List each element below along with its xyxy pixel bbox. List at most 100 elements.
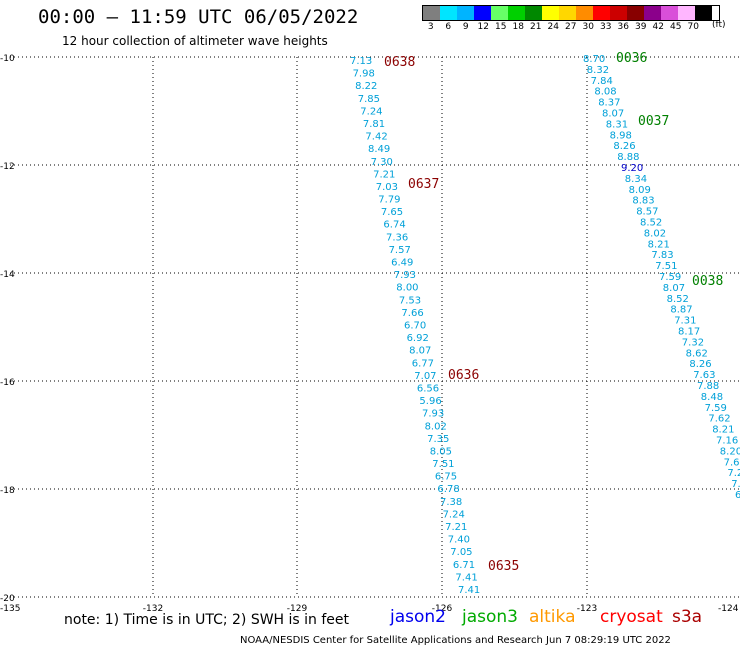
track1-wave-value: 7.85 — [358, 94, 380, 105]
track2-wave-value: 8.07 — [602, 109, 624, 120]
legend-label: 36 — [617, 22, 629, 32]
y-tick-label: -16 — [0, 378, 15, 388]
track1-wave-value: 6.77 — [412, 358, 434, 369]
legend-label: 70 — [687, 22, 699, 32]
track2-wave-value: 8.26 — [613, 141, 635, 152]
track2-time-label: 0038 — [692, 274, 723, 289]
track2-wave-value: 7.84 — [591, 76, 613, 87]
track1-wave-value: 7.21 — [373, 169, 395, 180]
legend-label: 6 — [445, 22, 452, 32]
y-tick-label: -14 — [0, 270, 15, 280]
track2-wave-value: 8.52 — [667, 294, 689, 305]
track1-time-label: 0636 — [448, 368, 479, 383]
page-title: 00:00 – 11:59 UTC 06/05/2022 — [38, 6, 359, 28]
x-tick-label: -124 — [718, 604, 739, 614]
track2-wave-value: 6 — [735, 490, 740, 501]
legend-swatch — [440, 6, 457, 20]
track1-wave-value: 7.21 — [445, 522, 467, 533]
track1-wave-value: 7.36 — [386, 232, 408, 243]
track1-time-label: 0635 — [488, 559, 519, 574]
track2-wave-value: 7.51 — [655, 261, 677, 272]
legend-label: 45 — [670, 22, 682, 32]
track2-wave-value: 8.31 — [606, 119, 628, 130]
x-tick-label: -132 — [143, 604, 163, 614]
track1-wave-value: 7.03 — [376, 182, 398, 193]
track2-wave-value: 7.0 — [731, 479, 740, 490]
satellite-name: s3a — [672, 607, 703, 627]
y-tick-label: -20 — [0, 594, 15, 604]
legend-label: 9 — [462, 22, 469, 32]
credit-footer: NOAA/NESDIS Center for Satellite Applica… — [240, 635, 671, 646]
track1-time-label: 0638 — [384, 55, 415, 70]
satellite-name: cryosat — [600, 607, 663, 627]
track1-wave-value: 6.75 — [435, 472, 457, 483]
track2-wave-value: 8.21 — [648, 239, 670, 250]
legend-swatch — [610, 6, 627, 20]
track1-wave-value: 7.93 — [394, 270, 416, 281]
legend-label: 24 — [547, 22, 559, 32]
track2-wave-value: 7.31 — [674, 316, 696, 327]
track2-wave-value: 8.26 — [689, 359, 711, 370]
track1-wave-value: 7.13 — [350, 56, 372, 67]
legend-swatch — [491, 6, 508, 20]
track1-wave-value: 7.51 — [432, 459, 454, 470]
legend-swatch — [593, 6, 610, 20]
track1-wave-value: 7.24 — [360, 106, 382, 117]
track1-wave-value: 7.66 — [401, 308, 423, 319]
track1-wave-value: 7.42 — [365, 132, 387, 143]
track2-wave-value: 8.48 — [701, 392, 723, 403]
track2-wave-value: 8.09 — [629, 185, 651, 196]
track2-wave-value: 8.62 — [686, 348, 708, 359]
legend-swatch — [661, 6, 678, 20]
track2-wave-value: 8.57 — [636, 207, 658, 218]
track1-wave-value: 7.41 — [455, 572, 477, 583]
x-tick-label: -135 — [0, 604, 20, 614]
track1-wave-value: 7.53 — [399, 295, 421, 306]
legend-swatch — [576, 6, 593, 20]
track2-wave-value: 8.32 — [587, 65, 609, 76]
track2-wave-value: 7.62 — [708, 414, 730, 425]
footnote: note: 1) Time is in UTC; 2) SWH is in fe… — [64, 612, 350, 628]
legend-swatch — [508, 6, 525, 20]
track2-wave-value: 8.08 — [594, 87, 616, 98]
track1-wave-value: 8.05 — [430, 446, 452, 457]
track2-wave-value: 8.83 — [632, 196, 654, 207]
track1-wave-value: 7.07 — [414, 371, 436, 382]
track2-wave-value: 7.59 — [659, 272, 681, 283]
track1-wave-value: 7.38 — [440, 497, 462, 508]
track2-wave-value: 8.52 — [640, 218, 662, 229]
track1-time-label: 0637 — [408, 177, 439, 192]
y-tick-label: -18 — [0, 486, 15, 496]
legend-label: 15 — [495, 22, 507, 32]
track1-wave-value: 7.40 — [448, 535, 470, 546]
track1-wave-value: 6.74 — [383, 220, 405, 231]
track1-wave-value: 5.96 — [419, 396, 441, 407]
legend-swatch — [678, 6, 695, 20]
satellite-name: altika — [529, 607, 576, 627]
track1-wave-value: 6.56 — [417, 383, 439, 394]
legend-swatch — [525, 6, 542, 20]
track1-wave-value: 7.79 — [378, 195, 400, 206]
track2-wave-value: 7.88 — [697, 381, 719, 392]
legend-label: 12 — [477, 22, 489, 32]
track1-wave-value: 7.65 — [381, 207, 403, 218]
legend-label: 3 — [427, 22, 434, 32]
legend-swatches — [422, 5, 720, 21]
track2-wave-value: 7.83 — [651, 250, 673, 261]
track1-wave-value: 8.49 — [368, 144, 390, 155]
legend-label: 33 — [600, 22, 612, 32]
legend-label: 27 — [565, 22, 577, 32]
legend-label: 18 — [512, 22, 524, 32]
satellite-name: jason3 — [462, 607, 518, 627]
track1-wave-value: 8.07 — [409, 346, 431, 357]
x-tick-label: -129 — [287, 604, 308, 614]
track2-wave-value: 8.98 — [610, 130, 632, 141]
track2-wave-value: 7.32 — [682, 337, 704, 348]
track1-wave-value: 7.35 — [427, 434, 449, 445]
track1-wave-value: 7.57 — [389, 245, 411, 256]
track1-wave-value: 6.92 — [407, 333, 429, 344]
track1-wave-value: 7.81 — [363, 119, 385, 130]
track1-wave-value: 6.49 — [391, 258, 413, 269]
track1-wave-value: 7.98 — [353, 69, 375, 80]
track1-wave-value: 8.02 — [425, 421, 447, 432]
